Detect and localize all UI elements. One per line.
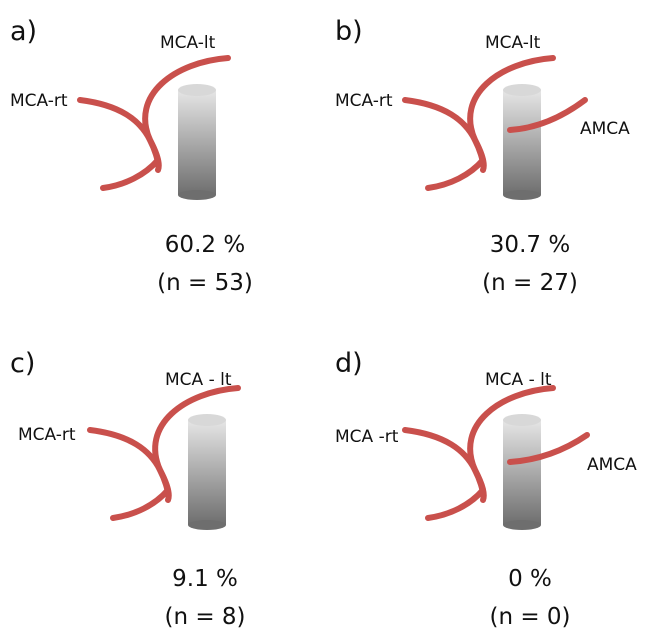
vessel-label: AMCA bbox=[587, 455, 637, 475]
panel-label: a) bbox=[10, 16, 37, 47]
count: (n = 27) bbox=[482, 270, 578, 296]
panel-a: a) MCA-lt MCA-rt 60.2 % (n = 53) bbox=[10, 16, 253, 296]
vessel-label: MCA - lt bbox=[165, 370, 232, 390]
panel-c: c) MCA - lt MCA-rt 9.1 % (n = 8) bbox=[10, 348, 246, 630]
vessel-label: MCA-rt bbox=[335, 91, 393, 111]
panel-label: b) bbox=[335, 16, 363, 47]
count: (n = 8) bbox=[164, 604, 245, 630]
count: (n = 53) bbox=[157, 270, 253, 296]
vessel-label: MCA-rt bbox=[18, 425, 76, 445]
vessel-label: MCA-lt bbox=[485, 33, 541, 53]
panel-b: b) MCA-lt MCA-rt AMCA 30.7 % (n = 27) bbox=[335, 16, 630, 296]
percent: 0 % bbox=[508, 566, 552, 592]
panel-label: d) bbox=[335, 348, 363, 379]
percent: 9.1 % bbox=[172, 566, 238, 592]
vessel-label: AMCA bbox=[580, 119, 630, 139]
percent: 60.2 % bbox=[165, 232, 245, 258]
percent: 30.7 % bbox=[490, 232, 570, 258]
vessel-label: MCA-lt bbox=[160, 33, 216, 53]
vessel-label: MCA -rt bbox=[335, 427, 399, 447]
panel-label: c) bbox=[10, 348, 35, 379]
vessel-label: MCA-rt bbox=[10, 91, 68, 111]
vessel-label: MCA - lt bbox=[485, 370, 552, 390]
panel-d: d) MCA - lt MCA -rt AMCA 0 % (n = 0) bbox=[335, 348, 637, 630]
count: (n = 0) bbox=[489, 604, 570, 630]
diagram: a) MCA-lt MCA-rt 60.2 % (n = 53) b) MCA-… bbox=[0, 0, 646, 638]
